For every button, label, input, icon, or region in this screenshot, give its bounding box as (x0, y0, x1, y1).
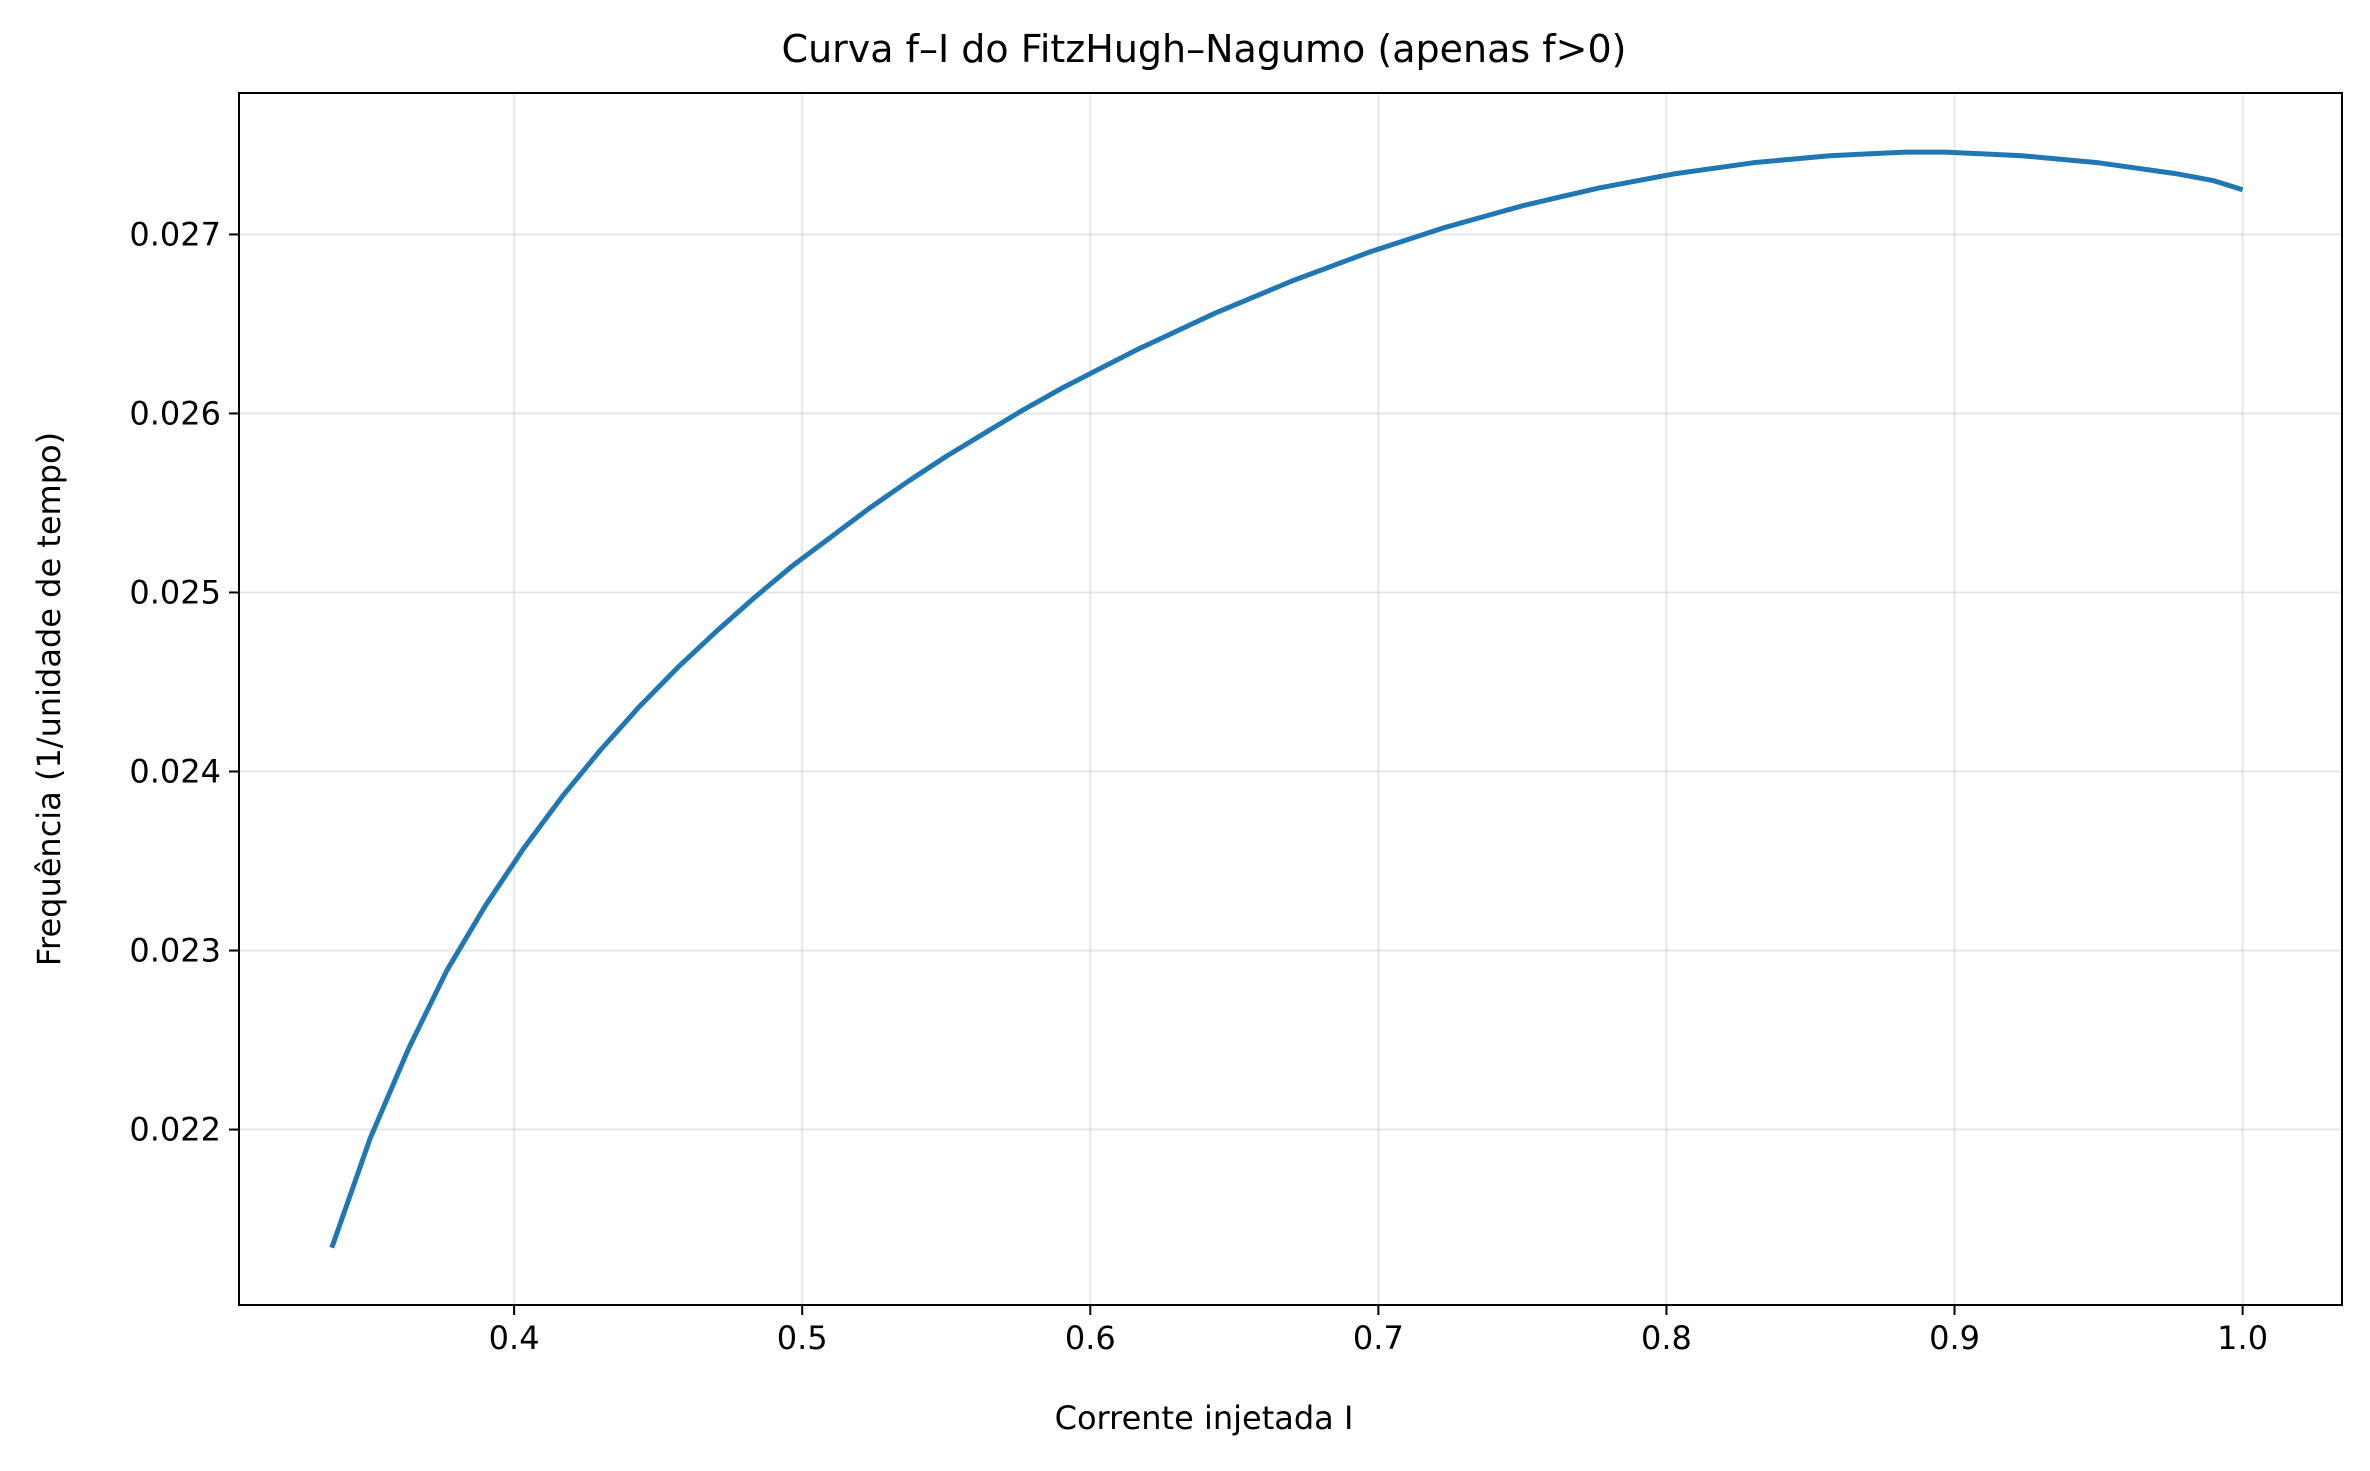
y-tick-label: 0.023 (129, 932, 221, 970)
grid-layer (239, 93, 2342, 1305)
y-tick-label: 0.027 (129, 215, 221, 253)
plot-frame (238, 92, 2343, 1306)
y-tick-label: 0.022 (129, 1111, 221, 1149)
x-tick-label: 1.0 (2217, 1319, 2268, 1357)
x-tick-label: 0.5 (777, 1319, 828, 1357)
chart-title: Curva f–I do FitzHugh–Nagumo (apenas f>0… (782, 27, 1627, 71)
x-tick-label: 0.9 (1929, 1319, 1980, 1357)
x-tick-label: 0.7 (1353, 1319, 1404, 1357)
y-tick-label: 0.026 (129, 394, 221, 432)
y-tick-label: 0.024 (129, 753, 221, 791)
fi-curve-line (329, 149, 2244, 1249)
y-axis-label: Frequência (1/unidade de tempo) (30, 432, 68, 966)
x-tick-label: 0.8 (1641, 1319, 1692, 1357)
y-tick-label: 0.025 (129, 573, 221, 611)
x-tick-label: 0.4 (489, 1319, 540, 1357)
x-axis-label: Corrente injetada I (1055, 1399, 1354, 1437)
x-tick-label: 0.6 (1065, 1319, 1116, 1357)
series-layer (329, 149, 2244, 1249)
tick-layer: 0.4 0.5 0.6 0.7 0.8 0.9 1.0 0.022 0.023 0.024 0.02… (129, 215, 2268, 1357)
